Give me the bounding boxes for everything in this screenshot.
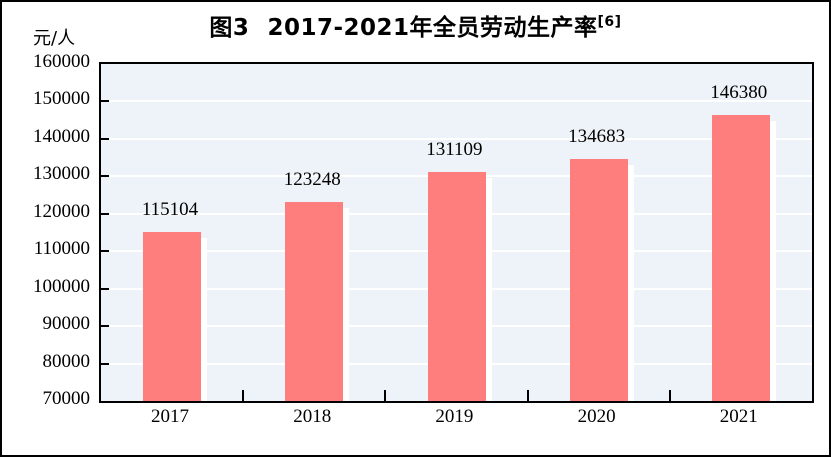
data-label-2020: 134683 [568, 125, 626, 147]
y-tick-130000 [101, 175, 109, 178]
y-axis-label-150000: 150000 [33, 88, 90, 110]
chart-title-prefix: 图3 [209, 15, 250, 41]
x-axis-label-2019: 2019 [435, 406, 474, 427]
x-tick-boundary-4 [668, 390, 671, 401]
data-label-2019: 131109 [426, 139, 483, 161]
y-tick-150000 [101, 100, 109, 103]
bar-2017 [143, 232, 202, 401]
chart-title-main: 2017-2021年全员劳动生产率 [267, 15, 598, 41]
gridline-150000 [101, 100, 812, 103]
y-axis-label-70000: 70000 [42, 388, 91, 409]
y-axis-label-110000: 110000 [33, 238, 90, 260]
y-tick-100000 [101, 287, 109, 290]
y-tick-80000 [101, 362, 109, 365]
y-tick-90000 [101, 325, 109, 328]
y-axis-label-120000: 120000 [33, 200, 90, 222]
plot-area [99, 62, 814, 403]
data-label-2018: 123248 [283, 168, 341, 190]
chart-title: 图3 2017-2021年全员劳动生产率[6] [2, 8, 829, 42]
y-axis-label-160000: 160000 [33, 51, 90, 72]
y-axis-label-140000: 140000 [33, 125, 90, 147]
x-axis-label-2021: 2021 [719, 406, 758, 427]
x-tick-boundary-3 [526, 390, 529, 401]
data-label-2021: 146380 [710, 81, 768, 103]
y-axis-label-80000: 80000 [42, 350, 91, 372]
bar-2018 [285, 201, 344, 401]
gridline-140000 [101, 137, 812, 140]
x-axis-label-2017: 2017 [151, 406, 189, 427]
y-axis-label-130000: 130000 [33, 163, 90, 185]
x-tick-boundary-2 [384, 390, 387, 401]
bar-2021 [711, 114, 770, 401]
y-tick-110000 [101, 250, 109, 253]
x-axis-label-2018: 2018 [293, 406, 332, 427]
bar-2019 [427, 172, 486, 401]
bar-2020 [569, 158, 628, 401]
chart-title-footnote: [6] [597, 14, 622, 30]
x-tick-boundary-1 [242, 390, 245, 401]
x-axis-label-2020: 2020 [577, 406, 616, 427]
y-tick-120000 [101, 212, 109, 215]
data-label-2017: 115104 [141, 199, 199, 221]
y-axis-unit-label: 元/人 [33, 28, 76, 49]
y-axis-label-100000: 100000 [33, 275, 90, 297]
y-axis-label-90000: 90000 [42, 313, 91, 335]
y-tick-140000 [101, 137, 109, 140]
